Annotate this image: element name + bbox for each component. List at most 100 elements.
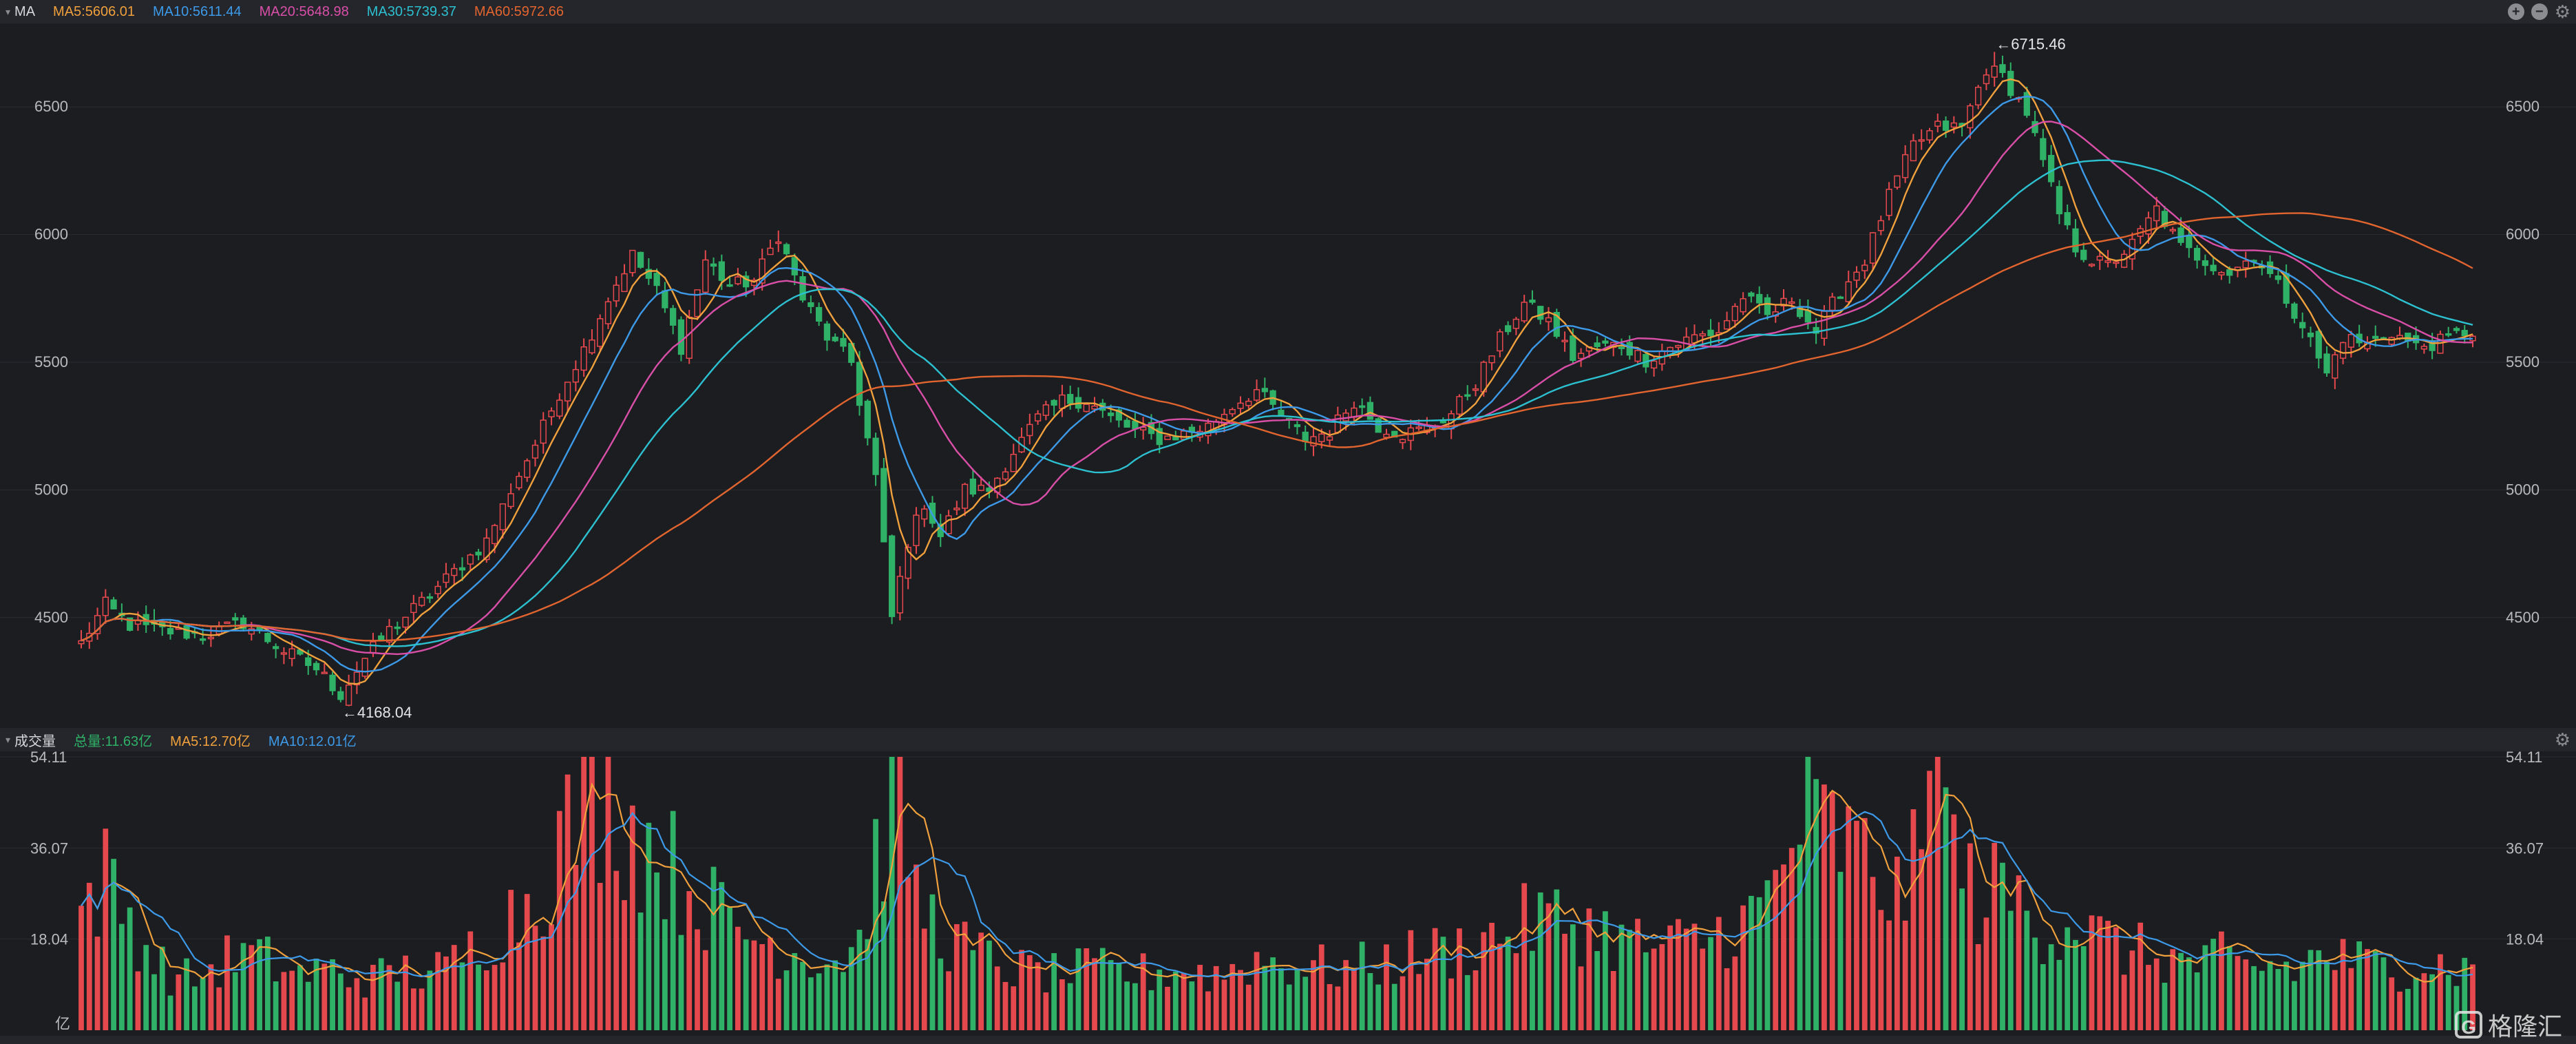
volume-bar xyxy=(2000,862,2005,1030)
candle-body xyxy=(1399,439,1406,443)
volume-bar xyxy=(1667,925,1674,1030)
candle-body xyxy=(799,276,806,301)
volume-bar xyxy=(1026,955,1033,1030)
candle-body xyxy=(2226,269,2233,276)
volume-bar xyxy=(2324,961,2330,1030)
volume-bar xyxy=(848,947,854,1030)
volume-bars xyxy=(78,757,2475,1030)
settings-gear-icon[interactable]: ⚙ xyxy=(2554,1,2570,22)
candle-body xyxy=(78,640,85,645)
volume-bar xyxy=(1797,844,1803,1030)
candle-body xyxy=(1123,419,1130,428)
volume-bar xyxy=(2056,959,2062,1030)
volume-bar xyxy=(508,890,514,1030)
candle-body xyxy=(1521,302,1528,322)
volume-bar xyxy=(1545,903,1552,1030)
candle-body xyxy=(702,259,709,293)
volume-bar xyxy=(1934,757,1941,1030)
volume-bar xyxy=(1051,953,1057,1030)
volume-bar xyxy=(2438,954,2443,1030)
volume-bar xyxy=(1497,943,1503,1030)
price-chart[interactable]: 4500 4500 5000 5000 5500 5500 6000 6000 6500 6500… xyxy=(0,23,2576,727)
candle-body xyxy=(280,652,288,655)
ma-line-ma5 xyxy=(81,78,2473,685)
volume-bar xyxy=(362,997,368,1030)
volume-bar xyxy=(1440,937,1446,1030)
volume-bar xyxy=(2251,965,2257,1030)
collapse-caret-icon[interactable]: ▾ xyxy=(6,6,11,17)
price-tick-label-right: 5500 xyxy=(2506,353,2540,370)
candle-body xyxy=(167,627,174,635)
volume-tick-label-right: 18.04 xyxy=(2506,931,2544,948)
candle-body xyxy=(548,410,555,417)
candle-body xyxy=(1042,404,1050,416)
volume-bar xyxy=(1861,817,1868,1030)
volume-tick-label-right: 54.11 xyxy=(2506,751,2542,766)
candle-body xyxy=(1415,426,1422,429)
volume-panel: ▾ 成交量 总量:11.63亿 MA5:12.70亿 MA10:12.01亿 ⚙… xyxy=(0,728,2576,1036)
remove-indicator-icon[interactable]: − xyxy=(2531,3,2548,20)
candle-body xyxy=(1764,297,1771,315)
volume-bar xyxy=(184,958,189,1030)
candle-body xyxy=(953,508,960,510)
volume-bar xyxy=(1172,971,1179,1030)
candle-body xyxy=(1375,418,1382,433)
volume-bar xyxy=(1878,910,1884,1030)
volume-bar xyxy=(435,952,441,1030)
candle-body xyxy=(726,284,733,287)
volume-bar xyxy=(1951,814,1957,1030)
candle-body xyxy=(621,273,628,293)
candle-body xyxy=(1894,175,1901,188)
candle-body xyxy=(1156,428,1163,446)
candle-body xyxy=(767,247,774,255)
candle-body xyxy=(1253,389,1260,401)
settings-gear-icon[interactable]: ⚙ xyxy=(2554,729,2570,750)
volume-bar xyxy=(1367,973,1373,1030)
volume-bar xyxy=(792,952,798,1030)
volume-bar xyxy=(1286,984,1292,1030)
volume-bar xyxy=(78,906,84,1030)
volume-bar xyxy=(208,964,214,1030)
add-indicator-icon[interactable]: + xyxy=(2507,3,2524,20)
volume-bar xyxy=(86,882,92,1030)
volume-bar xyxy=(540,936,547,1030)
volume-bar xyxy=(1472,970,1479,1030)
candle-body xyxy=(207,636,215,640)
candle-body xyxy=(467,554,474,565)
volume-chart[interactable]: 18.04 18.04 36.07 36.07 54.11 54.11 亿 xyxy=(0,751,2576,1036)
legend-ma30: MA30:5739.37 xyxy=(366,3,456,19)
volume-bar xyxy=(953,923,960,1030)
volume-bar xyxy=(710,866,717,1030)
candle-body xyxy=(2040,138,2047,160)
volume-bar xyxy=(1959,888,1965,1030)
volume-bar xyxy=(2316,950,2322,1030)
volume-bar xyxy=(492,965,498,1030)
volume-bar xyxy=(1311,960,1316,1030)
volume-bar xyxy=(321,963,328,1030)
candle-body xyxy=(1983,74,1990,85)
volume-bar xyxy=(622,900,627,1030)
volume-bar xyxy=(2470,964,2475,1030)
volume-bar xyxy=(240,943,246,1030)
candle-body xyxy=(1472,388,1479,391)
candle-body xyxy=(2145,217,2152,235)
volume-bar xyxy=(103,828,109,1030)
volume-bar xyxy=(1829,791,1835,1030)
volume-bar xyxy=(1902,920,1908,1030)
volume-bar xyxy=(2210,939,2217,1030)
volume-bar xyxy=(1067,983,1073,1030)
candle-body xyxy=(969,479,977,495)
volume-bar xyxy=(1278,968,1284,1030)
price-tick-label-left: 6000 xyxy=(34,226,68,243)
volume-bar xyxy=(2129,950,2135,1030)
collapse-caret-icon[interactable]: ▾ xyxy=(6,733,11,745)
candle-body xyxy=(305,657,312,667)
volume-bar xyxy=(1245,984,1252,1030)
volume-legend-bar: ▾ 成交量 总量:11.63亿 MA5:12.70亿 MA10:12.01亿 ⚙ xyxy=(0,728,2576,751)
volume-bar xyxy=(2178,952,2184,1030)
volume-bar xyxy=(118,923,125,1030)
candle-body xyxy=(370,641,377,654)
volume-bar xyxy=(2292,981,2297,1030)
candle-body xyxy=(1594,342,1601,347)
candle-body xyxy=(1570,335,1576,362)
